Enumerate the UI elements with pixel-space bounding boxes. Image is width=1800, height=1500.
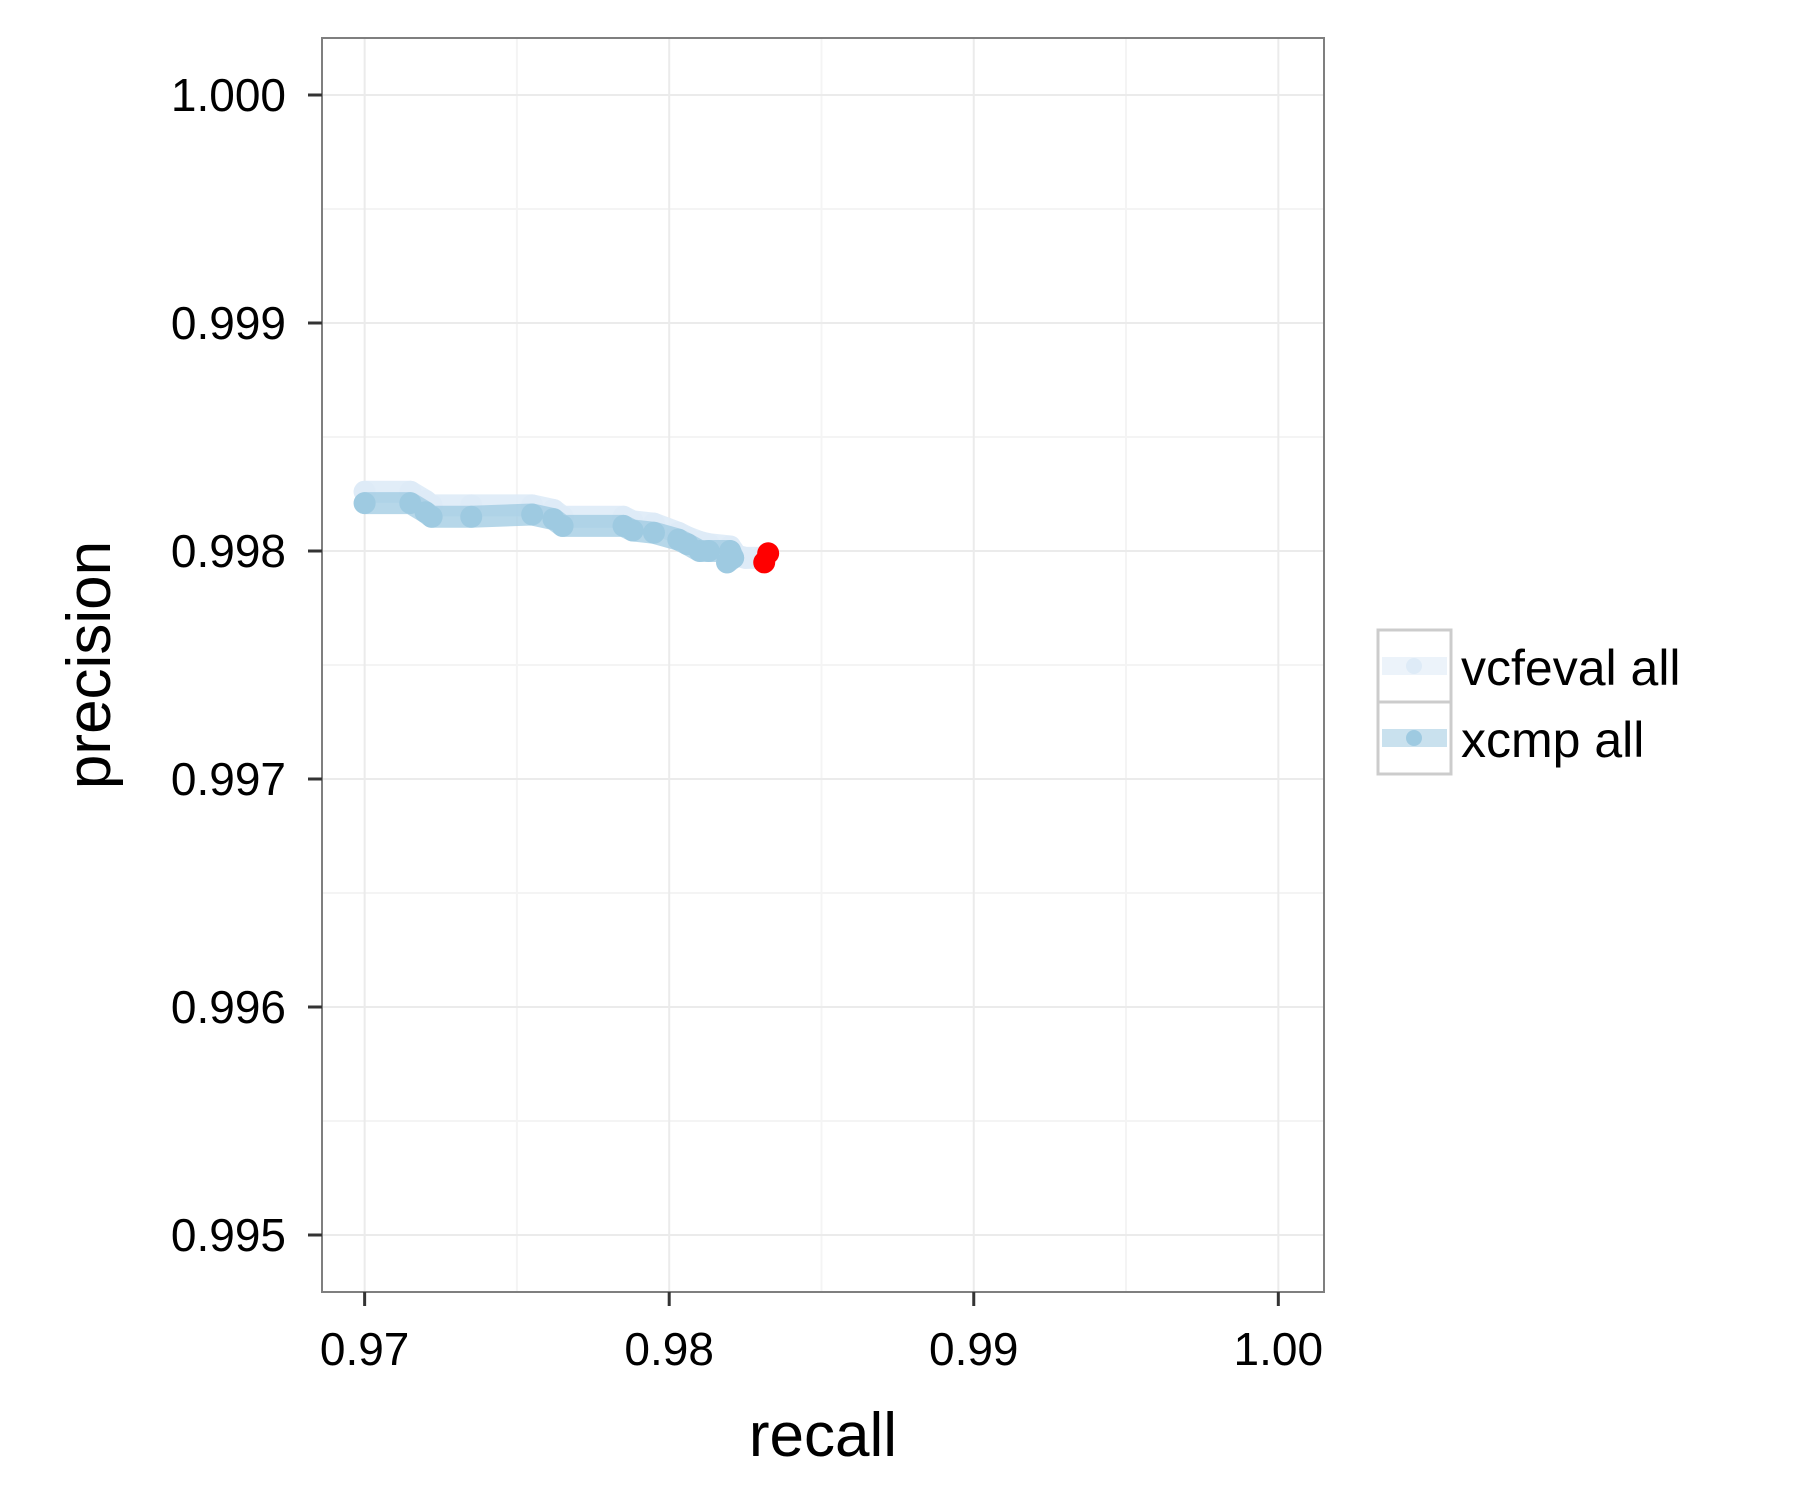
minor-gridlines (322, 38, 1324, 1292)
x-tick-label: 0.98 (624, 1323, 714, 1375)
legend: vcfeval all xcmp all (1376, 628, 1681, 776)
y-axis: 0.995 0.996 0.997 0.998 0.999 1.000 (171, 69, 322, 1261)
highlight-layer (753, 542, 780, 574)
series-point-xcmp (621, 519, 644, 542)
x-tick-label: 0.99 (929, 1323, 1019, 1375)
y-tick-label: 0.996 (171, 981, 286, 1033)
series-point-xcmp (642, 521, 665, 544)
series-point-xcmp (551, 514, 574, 537)
major-gridlines (322, 38, 1324, 1292)
y-tick-label: 0.995 (171, 1209, 286, 1261)
highlight-point (753, 551, 776, 574)
series-point-xcmp (420, 505, 443, 528)
series-layer (353, 480, 772, 574)
series-point-xcmp (521, 503, 544, 526)
legend-key-dot-vcfeval (1406, 658, 1422, 674)
y-tick-label: 1.000 (171, 69, 286, 121)
plot-border (321, 37, 1325, 1293)
series-point-xcmp (460, 505, 483, 528)
series-point-xcmp (697, 540, 720, 562)
y-axis-title: precision (55, 541, 124, 789)
y-tick-label: 0.998 (171, 525, 286, 577)
y-tick-label: 0.997 (171, 753, 286, 805)
legend-key-dot-xcmp (1406, 730, 1422, 746)
x-tick-label: 1.00 (1234, 1323, 1324, 1375)
legend-label-vcfeval: vcfeval all (1461, 640, 1681, 696)
legend-item-xcmp: xcmp all (1376, 700, 1644, 776)
legend-item-vcfeval: vcfeval all (1376, 628, 1681, 704)
series-point-xcmp (353, 492, 376, 515)
legend-label-xcmp: xcmp all (1461, 712, 1644, 768)
x-axis: 0.97 0.98 0.99 1.00 (320, 1292, 1323, 1375)
y-tick-label: 0.999 (171, 297, 286, 349)
x-axis-title: recall (749, 1401, 897, 1470)
x-tick-label: 0.97 (320, 1323, 410, 1375)
series-point-xcmp (716, 551, 739, 574)
